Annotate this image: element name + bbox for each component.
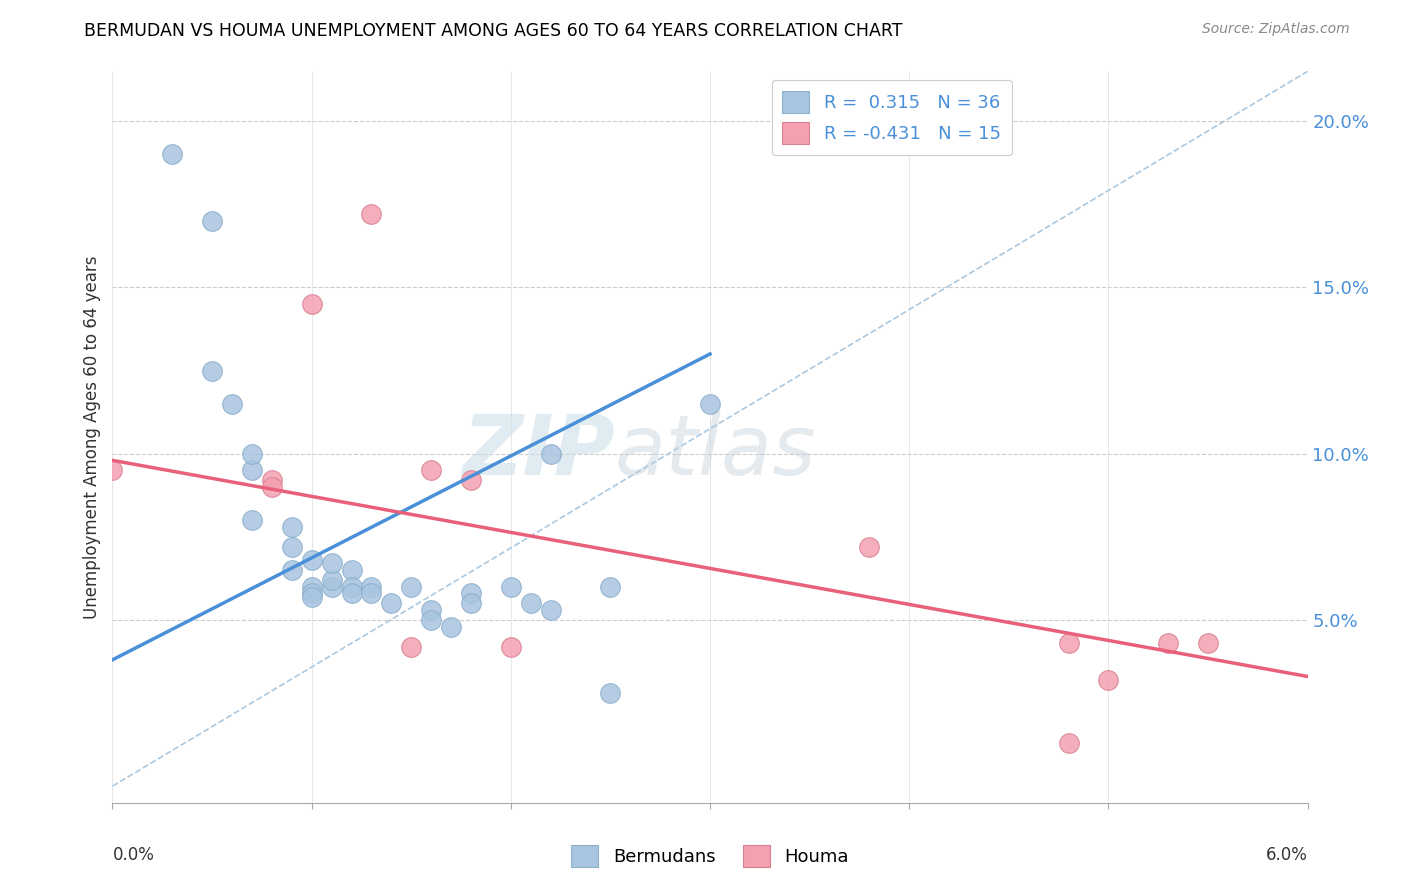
- Point: [401, 640, 423, 654]
- Point: [460, 596, 482, 610]
- Point: [540, 447, 562, 461]
- Point: [440, 619, 463, 633]
- Point: [420, 463, 443, 477]
- Point: [281, 540, 304, 554]
- Point: [360, 586, 382, 600]
- Point: [599, 686, 621, 700]
- Point: [162, 147, 183, 161]
- Point: [360, 580, 382, 594]
- Text: ZIP: ZIP: [461, 411, 614, 492]
- Y-axis label: Unemployment Among Ages 60 to 64 years: Unemployment Among Ages 60 to 64 years: [83, 255, 101, 619]
- Point: [301, 586, 323, 600]
- Point: [301, 297, 323, 311]
- Point: [240, 447, 263, 461]
- Point: [340, 580, 363, 594]
- Point: [360, 207, 382, 221]
- Point: [321, 557, 343, 571]
- Point: [340, 563, 363, 577]
- Point: [281, 520, 304, 534]
- Text: 0.0%: 0.0%: [112, 846, 155, 864]
- Point: [201, 214, 224, 228]
- Point: [499, 580, 522, 594]
- Point: [858, 540, 880, 554]
- Point: [499, 640, 522, 654]
- Text: Source: ZipAtlas.com: Source: ZipAtlas.com: [1202, 22, 1350, 37]
- Point: [321, 580, 343, 594]
- Point: [1197, 636, 1219, 650]
- Point: [301, 590, 323, 604]
- Point: [420, 613, 443, 627]
- Point: [401, 580, 423, 594]
- Point: [420, 603, 443, 617]
- Point: [201, 363, 224, 377]
- Point: [340, 586, 363, 600]
- Point: [240, 513, 263, 527]
- Point: [321, 573, 343, 587]
- Point: [1157, 636, 1180, 650]
- Point: [260, 473, 283, 487]
- Legend: Bermudans, Houma: Bermudans, Houma: [564, 838, 856, 874]
- Point: [520, 596, 543, 610]
- Point: [460, 473, 482, 487]
- Point: [599, 580, 621, 594]
- Point: [301, 580, 323, 594]
- Text: atlas: atlas: [614, 411, 815, 492]
- Text: BERMUDAN VS HOUMA UNEMPLOYMENT AMONG AGES 60 TO 64 YEARS CORRELATION CHART: BERMUDAN VS HOUMA UNEMPLOYMENT AMONG AGE…: [84, 22, 903, 40]
- Point: [260, 480, 283, 494]
- Point: [699, 397, 721, 411]
- Point: [1057, 736, 1080, 750]
- Point: [1057, 636, 1080, 650]
- Point: [240, 463, 263, 477]
- Point: [540, 603, 562, 617]
- Point: [460, 586, 482, 600]
- Point: [221, 397, 243, 411]
- Point: [281, 563, 304, 577]
- Point: [101, 463, 124, 477]
- Point: [380, 596, 402, 610]
- Point: [301, 553, 323, 567]
- Text: 6.0%: 6.0%: [1265, 846, 1308, 864]
- Point: [1097, 673, 1119, 687]
